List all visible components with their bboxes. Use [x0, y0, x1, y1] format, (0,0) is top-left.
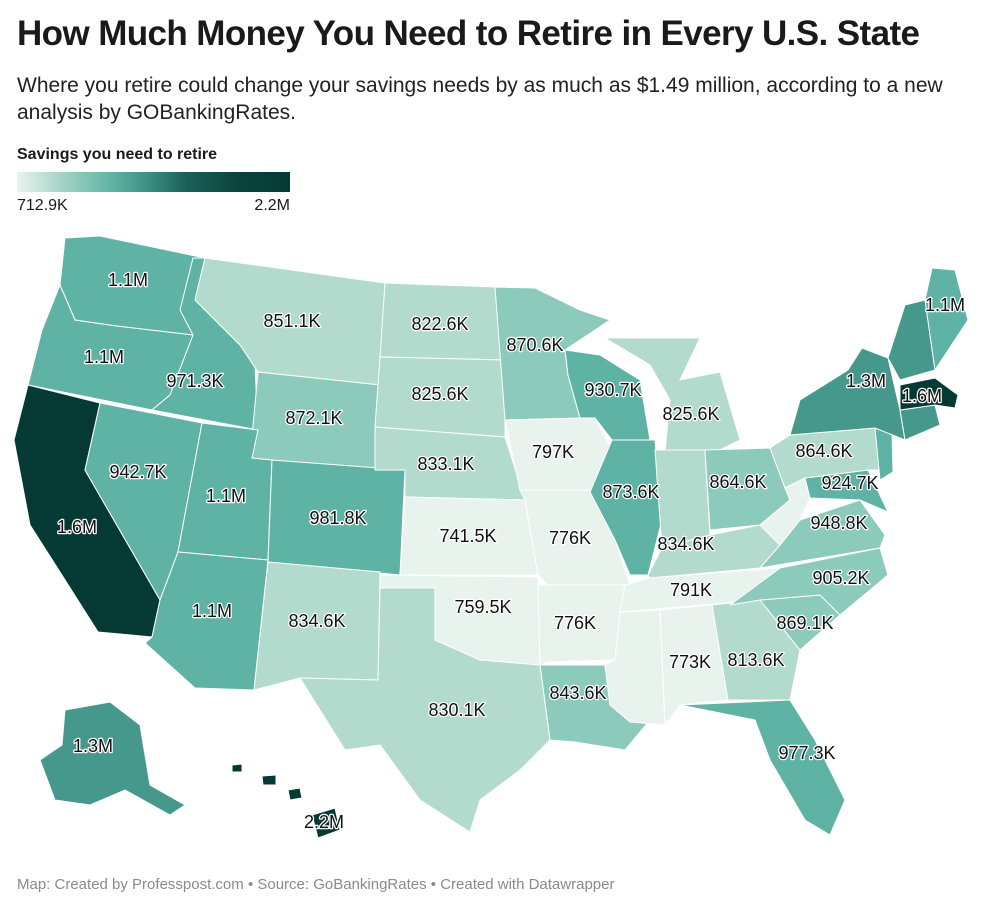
- label-mo: 776K: [549, 528, 591, 548]
- us-choropleth-map: 1.1M 1.1M 1.6M 971.3K 942.7K 851.1K 872.…: [13, 235, 969, 839]
- state-ma[interactable]: [899, 377, 959, 411]
- state-ct-ri[interactable]: [899, 404, 941, 441]
- label-sc: 869.1K: [776, 613, 833, 633]
- footer-tool: • Created with Datawrapper: [430, 876, 615, 893]
- label-tx: 830.1K: [428, 700, 485, 720]
- label-ma: 1.6M: [902, 386, 942, 406]
- label-id: 971.3K: [166, 371, 223, 391]
- label-sd: 825.6K: [411, 384, 468, 404]
- label-ny: 1.3M: [846, 371, 886, 391]
- label-hi: 2.2M: [304, 812, 344, 832]
- label-va: 948.8K: [810, 513, 867, 533]
- label-nj-de: 924.7K: [821, 473, 878, 493]
- state-fl[interactable]: [679, 699, 846, 836]
- label-nc: 905.2K: [812, 568, 869, 588]
- label-mn: 870.6K: [506, 335, 563, 355]
- page-title: How Much Money You Need to Retire in Eve…: [17, 14, 920, 53]
- label-in-oh: 864.6K: [709, 472, 766, 492]
- label-nv: 942.7K: [109, 462, 166, 482]
- footer-credits: Map: Created by Professpost.com • Source…: [17, 876, 614, 893]
- state-hi[interactable]: [231, 763, 341, 839]
- label-ca: 1.6M: [57, 517, 97, 537]
- label-tn: 791K: [670, 580, 712, 600]
- state-ar[interactable]: [537, 584, 626, 666]
- label-fl: 977.3K: [778, 743, 835, 763]
- label-ok: 759.5K: [454, 597, 511, 617]
- label-ar: 776K: [554, 613, 596, 633]
- state-nc[interactable]: [729, 547, 889, 616]
- state-ny[interactable]: [789, 347, 906, 441]
- label-nd: 822.6K: [411, 314, 468, 334]
- label-il: 873.6K: [602, 482, 659, 502]
- label-co: 981.8K: [309, 508, 366, 528]
- label-la: 843.6K: [549, 683, 606, 703]
- state-me[interactable]: [924, 267, 969, 372]
- state-mi[interactable]: [603, 337, 741, 456]
- label-ak: 1.3M: [73, 736, 113, 756]
- legend-min-label: 712.9K: [17, 197, 68, 214]
- footer-map-credit: Map: Created by Professpost.com: [17, 876, 244, 893]
- legend-max-label: 2.2M: [254, 197, 290, 214]
- state-tx[interactable]: [299, 587, 551, 833]
- label-wi: 930.7K: [584, 380, 641, 400]
- label-az: 1.1M: [192, 601, 232, 621]
- label-ga: 813.6K: [727, 650, 784, 670]
- label-ky: 834.6K: [657, 534, 714, 554]
- label-ks: 741.5K: [439, 526, 496, 546]
- label-wa: 1.1M: [108, 270, 148, 290]
- label-or: 1.1M: [84, 347, 124, 367]
- label-me: 1.1M: [925, 295, 965, 315]
- label-pa: 864.6K: [795, 441, 852, 461]
- label-nm: 834.6K: [288, 611, 345, 631]
- state-al[interactable]: [659, 604, 729, 727]
- label-ut: 1.1M: [206, 486, 246, 506]
- legend-color-scale: [17, 172, 290, 192]
- page-subtitle: Where you retire could change your savin…: [17, 74, 943, 124]
- label-ia: 797K: [532, 442, 574, 462]
- legend-title: Savings you need to retire: [17, 146, 218, 163]
- label-wy: 872.1K: [285, 408, 342, 428]
- footer-source: • Source: GoBankingRates: [247, 876, 427, 893]
- label-mi: 825.6K: [662, 404, 719, 424]
- label-ne: 833.1K: [417, 454, 474, 474]
- state-ak[interactable]: [39, 701, 186, 816]
- label-ms: 773K: [669, 652, 711, 672]
- label-mt: 851.1K: [263, 311, 320, 331]
